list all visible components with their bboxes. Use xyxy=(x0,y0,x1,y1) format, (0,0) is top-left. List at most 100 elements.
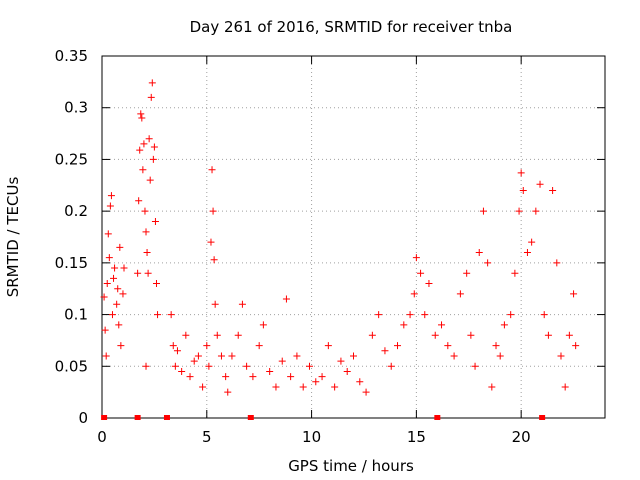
data-point xyxy=(523,249,531,257)
data-point xyxy=(375,311,383,319)
data-point xyxy=(528,238,536,246)
data-points xyxy=(100,79,580,396)
data-point xyxy=(151,217,159,225)
data-point xyxy=(324,342,332,350)
y-axis-label: SRMTID / TECUs xyxy=(4,177,22,298)
data-point xyxy=(249,373,257,381)
data-point xyxy=(312,378,320,386)
data-point xyxy=(100,293,108,301)
data-point xyxy=(450,352,458,360)
data-point xyxy=(147,93,155,101)
data-point xyxy=(410,290,418,298)
data-point xyxy=(488,383,496,391)
data-point xyxy=(190,357,198,365)
data-point xyxy=(148,79,156,87)
data-point xyxy=(150,143,158,151)
data-point xyxy=(105,254,113,262)
data-point xyxy=(272,383,280,391)
x-axis-mark xyxy=(247,415,254,420)
data-point xyxy=(205,362,213,370)
x-axis-mark xyxy=(101,415,108,420)
data-point xyxy=(438,321,446,329)
y-tick-label: 0.2 xyxy=(64,202,88,220)
data-point xyxy=(102,352,110,360)
data-point xyxy=(182,331,190,339)
y-tick-label: 0.3 xyxy=(64,99,88,117)
data-point xyxy=(549,186,557,194)
x-axis-mark xyxy=(539,415,546,420)
data-point xyxy=(167,311,175,319)
data-point xyxy=(199,383,207,391)
data-point xyxy=(305,362,313,370)
data-point xyxy=(259,321,267,329)
data-point xyxy=(238,300,246,308)
data-point xyxy=(134,269,142,277)
data-point xyxy=(343,367,351,375)
x-axis-mark xyxy=(434,415,441,420)
data-point xyxy=(211,300,219,308)
data-point xyxy=(507,311,515,319)
data-point xyxy=(138,114,146,122)
tick-labels: 0 0.05 0.1 0.15 0.2 0.25 0.3 0.35 0 5 10 15 20 xyxy=(55,47,531,446)
data-point xyxy=(113,300,121,308)
data-point xyxy=(278,357,286,365)
data-point xyxy=(425,280,433,288)
grid xyxy=(102,56,605,418)
data-point xyxy=(565,331,573,339)
data-point xyxy=(421,311,429,319)
data-point xyxy=(515,207,523,215)
data-point xyxy=(444,342,452,350)
y-tick-label: 0.05 xyxy=(55,357,88,375)
data-point xyxy=(208,166,216,174)
data-point xyxy=(511,269,519,277)
data-point xyxy=(178,367,186,375)
data-point xyxy=(255,342,263,350)
data-point xyxy=(149,155,157,163)
data-point xyxy=(119,290,127,298)
data-point xyxy=(557,352,565,360)
data-point xyxy=(532,207,540,215)
data-point xyxy=(394,342,402,350)
data-point xyxy=(540,311,548,319)
x-tick-label: 20 xyxy=(512,428,531,446)
data-point xyxy=(209,207,217,215)
data-point xyxy=(120,264,128,272)
x-tick-label: 5 xyxy=(202,428,212,446)
data-point xyxy=(500,321,508,329)
data-point xyxy=(213,331,221,339)
plot-frame xyxy=(101,55,606,419)
data-point xyxy=(318,373,326,381)
data-point xyxy=(492,342,500,350)
data-point xyxy=(356,378,364,386)
data-point xyxy=(146,176,154,184)
x-tick-label: 0 xyxy=(97,428,107,446)
data-point xyxy=(222,373,230,381)
data-point xyxy=(203,342,211,350)
x-tick-label: 10 xyxy=(302,428,321,446)
data-point xyxy=(110,274,118,282)
data-point xyxy=(106,202,114,210)
data-point xyxy=(104,230,112,238)
data-point xyxy=(381,347,389,355)
data-point xyxy=(135,197,143,205)
data-point xyxy=(463,269,471,277)
data-point xyxy=(479,207,487,215)
x-axis-mark xyxy=(134,415,141,420)
x-axis-marks xyxy=(101,415,546,420)
y-tick-label: 0.1 xyxy=(64,306,88,324)
data-point xyxy=(142,228,150,236)
data-point xyxy=(243,362,251,370)
data-point xyxy=(553,259,561,267)
data-point xyxy=(101,326,109,334)
data-point xyxy=(337,357,345,365)
data-point xyxy=(282,295,290,303)
data-point xyxy=(186,373,194,381)
data-point xyxy=(331,383,339,391)
axis-ticks xyxy=(101,55,605,419)
data-point xyxy=(139,166,147,174)
data-point xyxy=(475,249,483,257)
x-axis-label: GPS time / hours xyxy=(288,457,414,475)
data-point xyxy=(141,207,149,215)
data-point xyxy=(287,373,295,381)
